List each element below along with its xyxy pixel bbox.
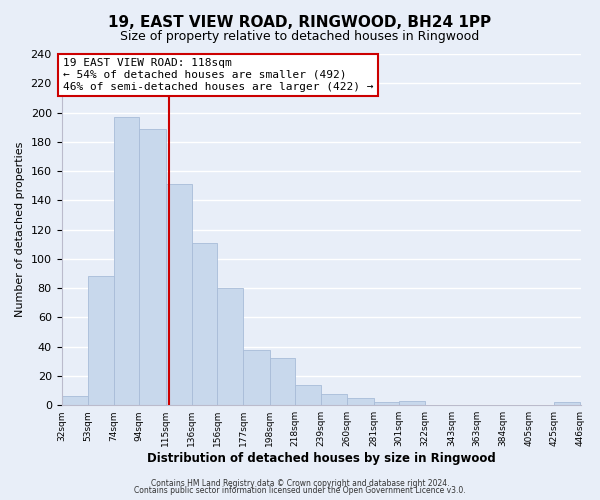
Bar [399, 401, 425, 405]
Bar [217, 288, 243, 405]
Bar [243, 350, 269, 405]
Text: 19, EAST VIEW ROAD, RINGWOOD, BH24 1PP: 19, EAST VIEW ROAD, RINGWOOD, BH24 1PP [109, 15, 491, 30]
Bar [321, 394, 347, 405]
Bar [62, 396, 88, 405]
Bar [374, 402, 399, 405]
Bar [166, 184, 192, 405]
Bar [295, 384, 321, 405]
Text: Contains public sector information licensed under the Open Government Licence v3: Contains public sector information licen… [134, 486, 466, 495]
Bar [192, 243, 217, 405]
Bar [554, 402, 580, 405]
Bar [347, 398, 374, 405]
Bar [139, 128, 166, 405]
Bar [88, 276, 114, 405]
Bar [269, 358, 295, 405]
Text: Contains HM Land Registry data © Crown copyright and database right 2024.: Contains HM Land Registry data © Crown c… [151, 478, 449, 488]
Text: Size of property relative to detached houses in Ringwood: Size of property relative to detached ho… [121, 30, 479, 43]
Y-axis label: Number of detached properties: Number of detached properties [15, 142, 25, 318]
Bar [114, 117, 139, 405]
Text: 19 EAST VIEW ROAD: 118sqm
← 54% of detached houses are smaller (492)
46% of semi: 19 EAST VIEW ROAD: 118sqm ← 54% of detac… [63, 58, 373, 92]
X-axis label: Distribution of detached houses by size in Ringwood: Distribution of detached houses by size … [146, 452, 496, 465]
